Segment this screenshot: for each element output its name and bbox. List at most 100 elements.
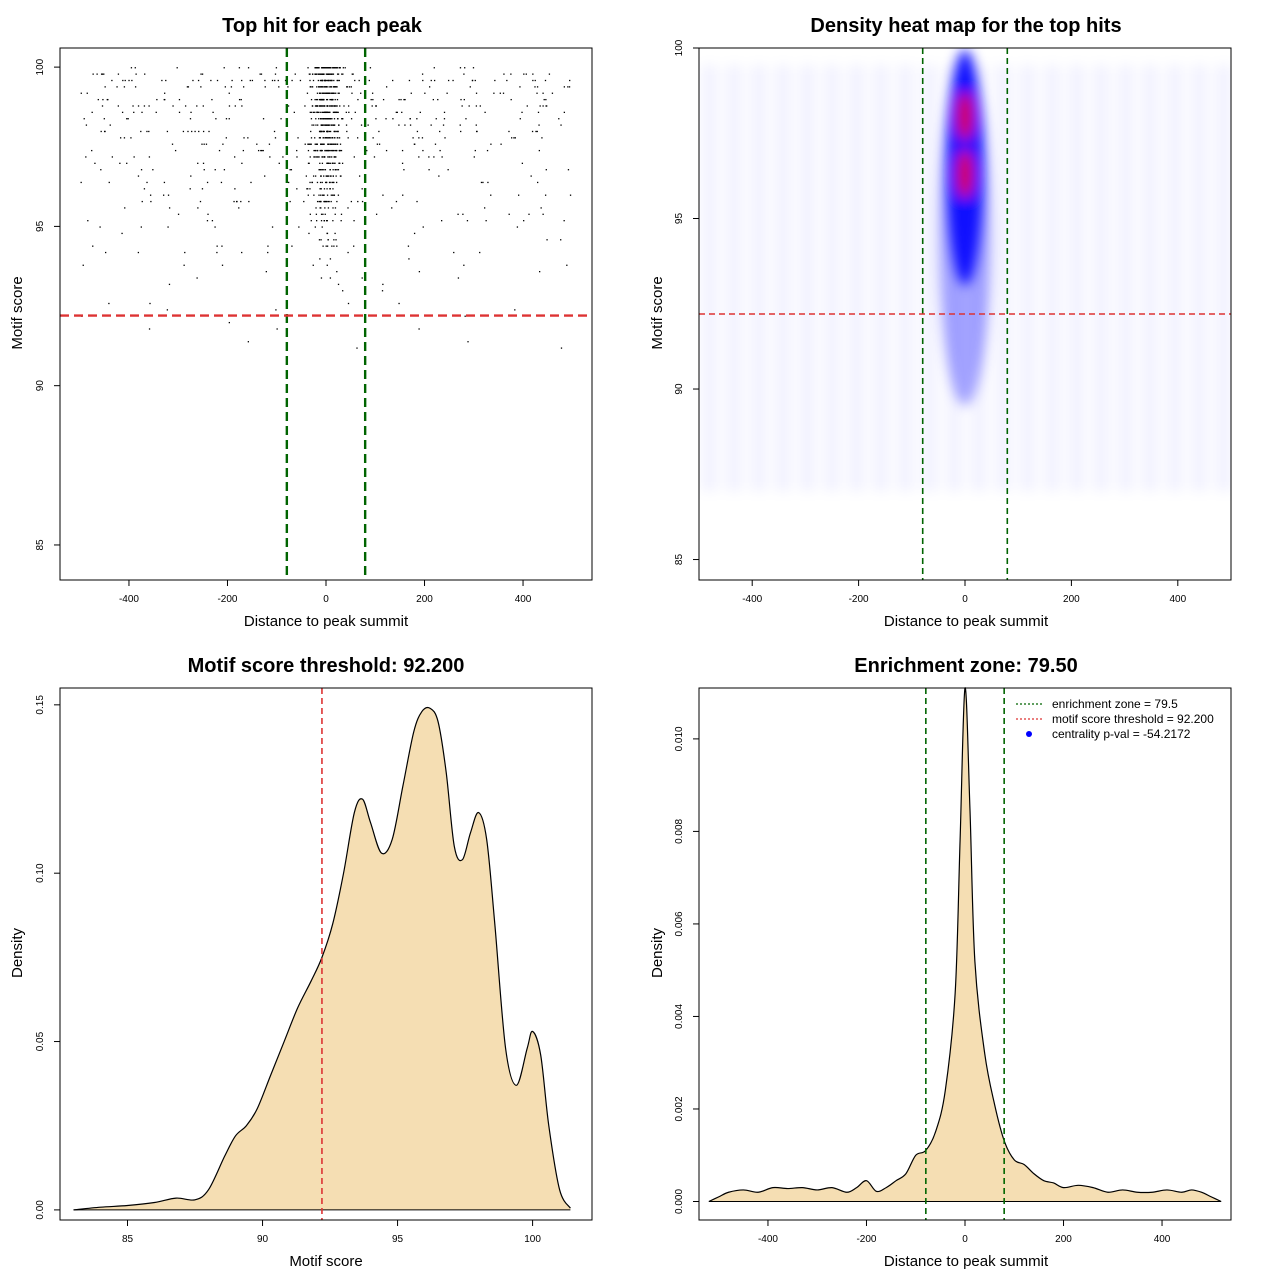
data-point — [108, 302, 110, 305]
data-point — [408, 258, 410, 260]
data-point — [146, 181, 148, 184]
data-point — [126, 162, 128, 164]
data-point — [543, 98, 545, 101]
data-point — [85, 124, 88, 126]
data-point — [569, 79, 571, 82]
data-point — [315, 67, 318, 69]
data-point — [537, 111, 540, 114]
data-point — [316, 143, 319, 145]
data-point — [323, 143, 325, 145]
data-point — [316, 143, 318, 145]
data-point — [342, 73, 344, 75]
data-point — [202, 130, 205, 133]
data-point — [156, 98, 158, 101]
data-point — [332, 124, 335, 126]
data-point — [164, 92, 166, 94]
data-point — [459, 67, 462, 69]
data-point — [150, 200, 152, 203]
data-point — [228, 105, 231, 107]
data-point — [80, 181, 82, 184]
data-point — [321, 169, 323, 171]
data-point — [514, 137, 516, 139]
data-point — [210, 79, 212, 82]
data-point — [328, 156, 330, 158]
data-point — [325, 137, 327, 139]
data-point — [333, 118, 336, 120]
data-point — [336, 98, 339, 101]
data-point — [338, 92, 340, 94]
data-point — [330, 86, 332, 88]
data-point — [240, 98, 242, 101]
data-point — [315, 98, 318, 101]
heat-cell — [726, 65, 743, 492]
data-point — [350, 200, 353, 203]
data-point — [316, 200, 319, 203]
data-point — [329, 98, 331, 101]
data-point — [327, 239, 329, 241]
data-point — [144, 73, 146, 75]
data-point — [314, 143, 316, 145]
data-point — [403, 169, 405, 171]
data-point — [437, 98, 439, 101]
data-point — [97, 98, 99, 101]
data-point — [321, 98, 324, 101]
data-point — [317, 73, 319, 75]
data-point — [428, 169, 430, 171]
data-point — [329, 156, 331, 158]
x-tick-label: -200 — [849, 594, 869, 605]
data-point — [314, 111, 316, 114]
data-point — [165, 79, 167, 82]
data-point — [441, 156, 443, 158]
data-point — [242, 86, 245, 88]
data-point — [198, 130, 200, 133]
data-point — [324, 149, 326, 152]
data-point — [400, 98, 402, 101]
data-point — [271, 226, 274, 228]
data-point — [464, 315, 466, 317]
y-tick-label: 95 — [674, 213, 685, 225]
data-point — [321, 181, 323, 184]
data-point — [337, 137, 339, 139]
data-point — [321, 162, 324, 164]
data-point — [123, 86, 126, 88]
data-point — [327, 143, 329, 145]
data-point — [299, 79, 302, 82]
y-tick-label: 0.000 — [674, 1189, 685, 1214]
data-point — [333, 181, 335, 184]
data-point — [313, 194, 315, 196]
data-point — [186, 86, 189, 88]
data-point — [208, 130, 210, 133]
data-point — [502, 92, 505, 94]
data-point — [271, 79, 274, 82]
data-point — [324, 137, 326, 139]
data-point — [353, 156, 355, 158]
data-point — [332, 98, 334, 101]
data-point — [560, 124, 562, 126]
data-point — [319, 118, 322, 120]
data-point — [334, 207, 337, 209]
data-point — [493, 92, 495, 94]
data-point — [321, 226, 323, 228]
data-point — [326, 220, 328, 222]
data-point — [345, 124, 348, 126]
data-point — [348, 86, 351, 88]
data-point — [332, 73, 335, 75]
data-point — [335, 111, 338, 114]
plot-frame — [698, 687, 1232, 1221]
data-point — [392, 79, 394, 82]
data-point — [199, 200, 202, 203]
data-point — [333, 149, 335, 152]
data-point — [521, 162, 524, 164]
data-point — [318, 118, 320, 120]
data-point — [330, 162, 332, 164]
data-point — [335, 175, 337, 177]
data-point — [315, 149, 317, 152]
data-point — [542, 213, 544, 215]
data-point — [223, 67, 225, 69]
data-point — [468, 105, 470, 107]
data-point — [189, 118, 192, 120]
data-point — [325, 92, 328, 94]
y-axis-label: Density — [649, 927, 666, 978]
data-point — [318, 111, 320, 114]
